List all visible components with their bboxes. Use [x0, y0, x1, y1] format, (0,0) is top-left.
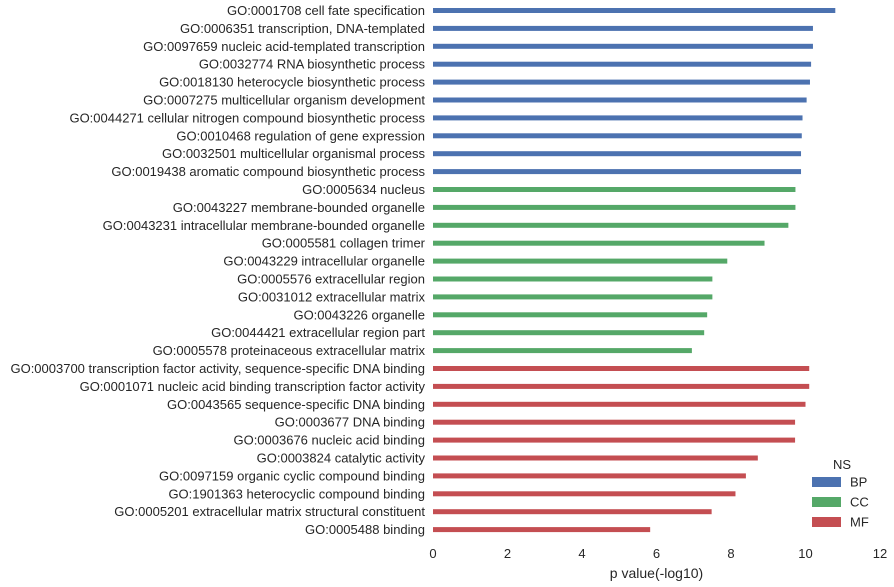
bars — [433, 8, 836, 533]
bar-cc — [433, 312, 708, 318]
bar-cc — [433, 330, 705, 336]
bar-mf — [433, 491, 736, 497]
category-label: GO:0010468 regulation of gene expression — [176, 128, 425, 143]
bar-mf — [433, 527, 651, 533]
category-label: GO:0003824 catalytic activity — [257, 451, 426, 466]
category-label: GO:0043565 sequence-specific DNA binding — [167, 397, 425, 412]
bar-cc — [433, 240, 765, 246]
category-label: GO:0001071 nucleic acid binding transcri… — [80, 379, 426, 394]
bar-bp — [433, 151, 802, 157]
category-label: GO:0043231 intracellular membrane-bounde… — [103, 218, 425, 233]
category-label: GO:0043226 organelle — [293, 307, 425, 322]
bar-mf — [433, 509, 712, 515]
bar-mf — [433, 473, 746, 479]
category-label: GO:0005634 nucleus — [302, 182, 425, 197]
category-label: GO:0097159 organic cyclic compound bindi… — [159, 468, 425, 483]
bar-bp — [433, 97, 807, 103]
category-label: GO:0005576 extracellular region — [237, 272, 425, 287]
category-label: GO:0044271 cellular nitrogen compound bi… — [69, 110, 425, 125]
category-label: GO:0005578 proteinaceous extracellular m… — [153, 343, 426, 358]
category-label: GO:0007275 multicellular organism develo… — [143, 93, 425, 108]
category-label: GO:0005581 collagen trimer — [262, 236, 426, 251]
bar-cc — [433, 187, 796, 192]
category-label: GO:0097659 nucleic acid-templated transc… — [143, 39, 425, 54]
legend-title: NS — [833, 457, 851, 472]
legend-swatch-cc — [812, 497, 841, 507]
x-tick-label: 12 — [873, 546, 887, 561]
category-label: GO:0005201 extracellular matrix structur… — [114, 504, 425, 519]
category-label: GO:0003700 transcription factor activity… — [10, 361, 425, 376]
category-label: GO:0019438 aromatic compound biosyntheti… — [111, 164, 425, 179]
bar-mf — [433, 437, 796, 443]
legend-swatch-mf — [812, 517, 841, 527]
bar-bp — [433, 115, 803, 121]
x-tick-labels: 0 2 4 6 8 10 12 — [429, 546, 887, 561]
category-label: GO:0032501 multicellular organismal proc… — [162, 146, 426, 161]
bar-mf — [433, 455, 758, 461]
bar-cc — [433, 258, 728, 264]
x-tick-label: 2 — [504, 546, 511, 561]
category-label: GO:0032774 RNA biosynthetic process — [199, 57, 426, 72]
category-label: GO:0003677 DNA binding — [275, 415, 425, 430]
bar-bp — [433, 8, 836, 13]
bar-mf — [433, 366, 810, 371]
x-tick-label: 0 — [429, 546, 436, 561]
legend-label-bp: BP — [850, 475, 867, 490]
bar-bp — [433, 43, 813, 49]
category-label: GO:0018130 heterocycle biosynthetic proc… — [159, 75, 425, 90]
legend-swatch-bp — [812, 477, 841, 487]
bar-mf — [433, 383, 810, 389]
bar-bp — [433, 133, 802, 139]
bar-bp — [433, 79, 810, 85]
category-label: GO:0031012 extracellular matrix — [238, 289, 426, 304]
x-tick-label: 8 — [727, 546, 734, 561]
x-axis-label: p value(-log10) — [610, 565, 703, 581]
category-label: GO:0006351 transcription, DNA-templated — [180, 21, 425, 36]
category-label: GO:0044421 extracellular region part — [211, 325, 425, 340]
bar-cc — [433, 294, 713, 300]
legend-label-cc: CC — [850, 495, 869, 510]
category-label: GO:0043227 membrane-bounded organelle — [173, 200, 425, 215]
category-label: GO:1901363 heterocyclic compound binding — [168, 486, 425, 501]
category-labels: GO:0001708 cell fate specification GO:000… — [10, 3, 425, 537]
bar-bp — [433, 61, 812, 67]
bar-cc — [433, 222, 789, 228]
category-label: GO:0003676 nucleic acid binding — [233, 433, 425, 448]
bar-bp — [433, 25, 813, 31]
x-tick-label: 6 — [653, 546, 660, 561]
category-label: GO:0005488 binding — [305, 522, 425, 537]
legend: NS BP CC MF — [812, 457, 869, 530]
category-label: GO:0043229 intracellular organelle — [223, 254, 425, 269]
category-label: GO:0001708 cell fate specification — [227, 3, 425, 18]
bar-cc — [433, 204, 796, 210]
x-tick-label: 4 — [578, 546, 585, 561]
x-tick-label: 10 — [798, 546, 812, 561]
bar-mf — [433, 419, 796, 425]
bar-cc — [433, 348, 692, 354]
bar-mf — [433, 401, 806, 407]
bar-bp — [433, 169, 802, 175]
bar-cc — [433, 276, 713, 282]
legend-label-mf: MF — [850, 515, 869, 530]
